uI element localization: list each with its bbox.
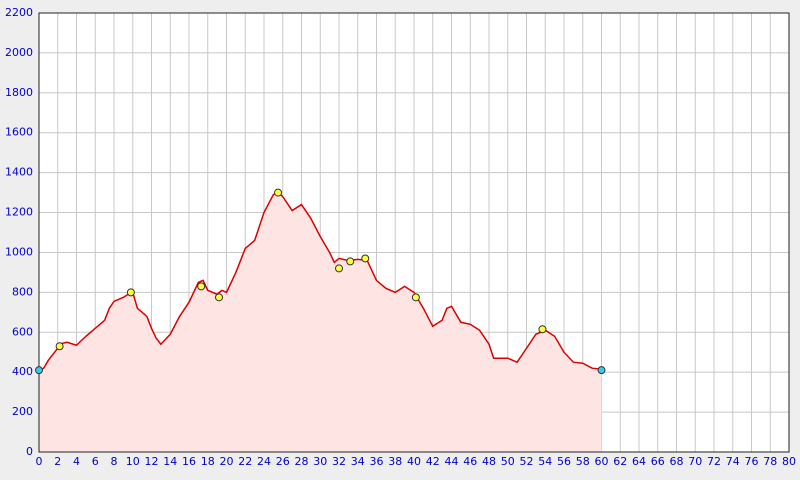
x-tick-label: 40 [407,455,421,468]
x-tick-label: 66 [651,455,665,468]
x-tick-label: 44 [445,455,459,468]
y-tick-label: 800 [12,285,33,298]
waypoint-marker [126,288,135,297]
x-tick-label: 48 [482,455,496,468]
x-tick-label: 24 [257,455,271,468]
y-tick-label: 0 [26,445,33,458]
y-tick-label: 200 [12,405,33,418]
waypoint-marker [361,254,370,263]
waypoint-marker [274,188,283,197]
x-tick-label: 2 [54,455,61,468]
x-tick-label: 62 [613,455,627,468]
y-tick-label: 2200 [5,6,33,19]
x-tick-label: 0 [36,455,43,468]
x-tick-label: 8 [111,455,118,468]
y-tick-label: 1800 [5,86,33,99]
x-tick-label: 30 [313,455,327,468]
waypoint-marker [411,293,420,302]
waypoint-marker [346,257,355,266]
x-tick-label: 76 [745,455,759,468]
x-tick-label: 12 [145,455,159,468]
x-tick-label: 70 [688,455,702,468]
x-tick-label: 4 [73,455,80,468]
x-tick-label: 74 [726,455,740,468]
x-tick-label: 14 [163,455,177,468]
x-tick-label: 78 [763,455,777,468]
x-tick-label: 46 [463,455,477,468]
y-tick-label: 1400 [5,166,33,179]
y-tick-label: 600 [12,325,33,338]
x-tick-label: 68 [670,455,684,468]
x-tick-label: 72 [707,455,721,468]
x-tick-label: 28 [295,455,309,468]
y-tick-label: 400 [12,365,33,378]
x-tick-label: 60 [595,455,609,468]
x-tick-label: 58 [576,455,590,468]
x-tick-label: 38 [388,455,402,468]
x-tick-label: 32 [332,455,346,468]
y-tick-label: 1000 [5,245,33,258]
waypoint-marker [35,366,43,375]
x-tick-label: 18 [201,455,215,468]
x-tick-label: 36 [370,455,384,468]
x-tick-label: 52 [520,455,534,468]
y-tick-label: 1200 [5,206,33,219]
waypoint-marker [197,282,206,291]
x-tick-label: 34 [351,455,365,468]
waypoint-marker [538,325,547,334]
x-tick-label: 42 [426,455,440,468]
x-tick-label: 80 [782,455,796,468]
y-tick-label: 2000 [5,46,33,59]
waypoint-marker [335,264,343,273]
x-tick-label: 64 [632,455,646,468]
x-tick-label: 54 [538,455,552,468]
area-fill [39,192,602,452]
x-tick-label: 50 [501,455,515,468]
waypoint-marker [215,293,223,302]
x-tick-label: 16 [182,455,196,468]
waypoint-marker [597,366,606,375]
x-tick-label: 10 [126,455,140,468]
x-tick-label: 6 [92,455,99,468]
x-tick-label: 22 [238,455,252,468]
plot-border [38,12,790,453]
x-tick-label: 56 [557,455,571,468]
y-tick-label: 1600 [5,126,33,139]
x-tick-label: 26 [276,455,290,468]
waypoint-marker [55,342,64,351]
x-tick-label: 20 [220,455,234,468]
